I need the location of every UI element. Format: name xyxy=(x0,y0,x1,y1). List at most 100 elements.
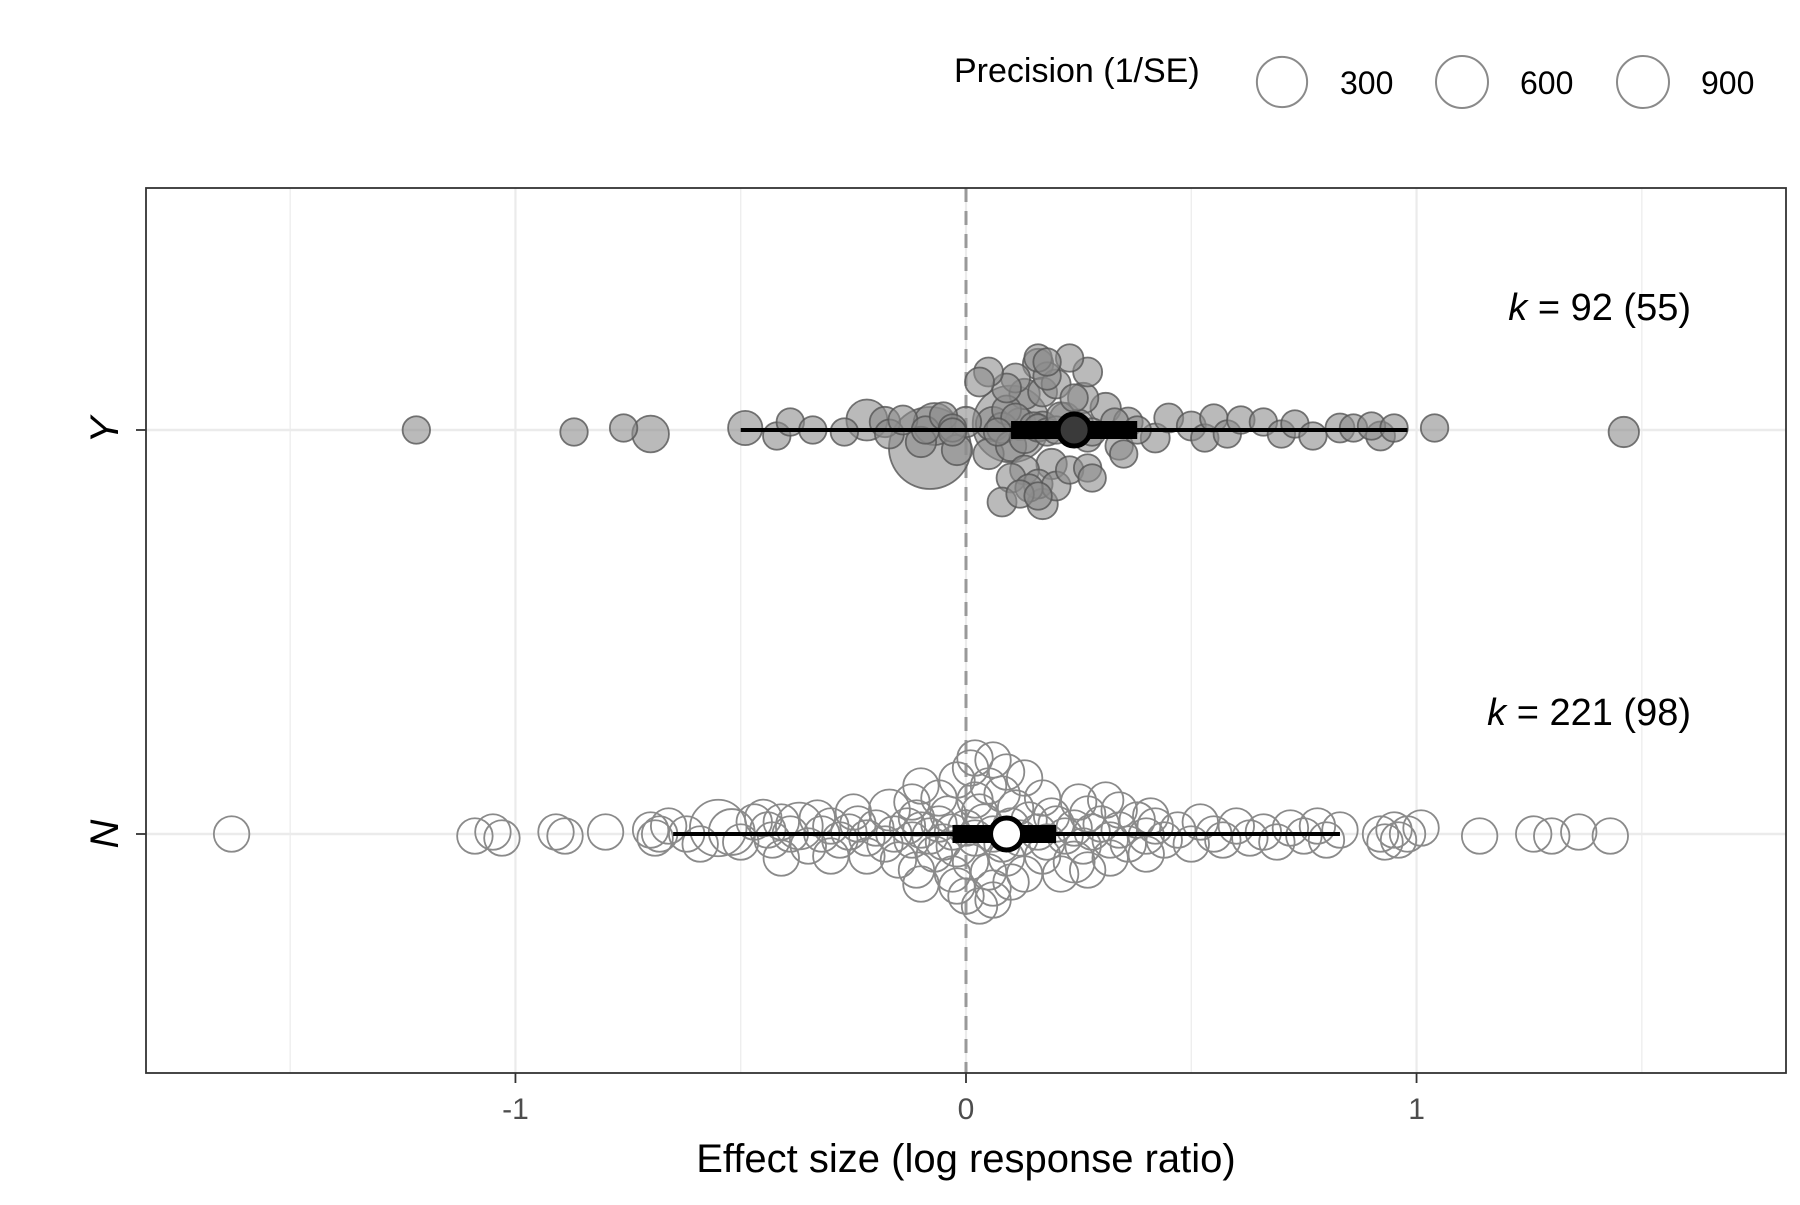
legend-size-key xyxy=(1616,55,1670,109)
effect-size-point xyxy=(947,877,985,915)
effect-size-point xyxy=(812,807,850,845)
effect-size-point xyxy=(798,799,836,837)
point-group-N xyxy=(212,739,1629,925)
k-symbol: k xyxy=(1508,287,1529,329)
effect-size-point xyxy=(1087,781,1125,819)
effect-size-point xyxy=(1100,791,1138,829)
effect-size-point xyxy=(920,805,958,843)
effect-size-point xyxy=(1109,439,1139,469)
effect-size-point xyxy=(1068,851,1107,889)
k-value: = 221 (98) xyxy=(1506,692,1691,734)
effect-size-point xyxy=(1172,825,1210,863)
effect-size-point xyxy=(974,869,1012,907)
x-axis-title: Effect size (log response ratio) xyxy=(696,1137,1236,1181)
k-value: = 92 (55) xyxy=(1527,287,1691,329)
effect-size-point xyxy=(902,767,940,805)
effect-size-point xyxy=(1204,821,1242,859)
effect-size-point xyxy=(586,813,625,851)
effect-size-point xyxy=(456,817,494,855)
effect-size-point xyxy=(964,366,995,398)
effect-size-point xyxy=(483,819,521,857)
effect-size-point xyxy=(1515,815,1553,853)
effect-size-point xyxy=(1258,823,1296,861)
effect-size-point xyxy=(1307,821,1346,859)
effect-size-point xyxy=(974,881,1012,919)
effect-size-point xyxy=(1077,463,1107,493)
effect-size-point xyxy=(1460,817,1499,855)
effect-size-point xyxy=(812,837,850,875)
mean-estimate-N xyxy=(988,815,1026,853)
effect-size-point xyxy=(1059,783,1098,821)
effect-size-point xyxy=(689,798,748,858)
group-labels: k = 92 (55)k = 221 (98) xyxy=(1487,287,1691,734)
effect-size-point xyxy=(956,739,994,777)
summary-estimates xyxy=(673,411,1408,853)
effect-size-point xyxy=(1607,415,1640,449)
effect-size-point xyxy=(789,827,827,865)
k-annotation-N: k = 221 (98) xyxy=(1487,692,1691,734)
legend-size-key xyxy=(1435,55,1489,109)
legend: Precision (1/SE) 300 600 900 xyxy=(954,52,1754,109)
effect-size-point xyxy=(1379,821,1418,859)
effect-size-point xyxy=(848,819,886,857)
effect-size-point xyxy=(974,741,1012,779)
effect-size-point xyxy=(1059,383,1089,413)
legend-size-key xyxy=(1255,55,1309,109)
effect-size-point xyxy=(1136,807,1174,845)
x-tick-label: 0 xyxy=(958,1093,975,1126)
effect-size-point xyxy=(537,813,575,851)
axes: -1 0 1 Y N xyxy=(83,413,1425,1126)
effect-size-point xyxy=(879,841,918,879)
effect-size-point xyxy=(897,851,936,889)
effect-size-point xyxy=(1361,815,1400,853)
legend-label: 300 xyxy=(1340,65,1393,101)
effect-size-point xyxy=(1298,421,1328,451)
effect-size-point xyxy=(1091,839,1129,877)
effect-size-point xyxy=(1127,835,1165,873)
effect-size-point xyxy=(902,865,940,903)
effect-size-point xyxy=(722,823,760,861)
point-group-Y xyxy=(401,343,1640,521)
effect-size-point xyxy=(1533,817,1571,855)
effect-size-point xyxy=(1132,797,1170,835)
effect-size-point xyxy=(1023,481,1053,511)
effect-size-point xyxy=(474,813,512,851)
effect-size-point xyxy=(1055,809,1093,847)
effect-size-point xyxy=(834,793,873,831)
effect-size-point xyxy=(848,837,886,875)
effect-size-point xyxy=(1321,811,1359,849)
effect-size-point xyxy=(951,843,990,881)
effect-size-point xyxy=(636,819,674,857)
effect-size-point xyxy=(559,417,589,447)
effect-size-point xyxy=(1005,759,1044,797)
effect-size-point xyxy=(1159,811,1197,849)
effect-size-point xyxy=(681,825,719,863)
effect-size-point xyxy=(1591,817,1629,855)
effect-size-point xyxy=(631,811,670,849)
effect-size-point xyxy=(762,839,800,877)
k-symbol: k xyxy=(1487,692,1508,734)
effect-size-point xyxy=(951,749,990,787)
effect-size-point xyxy=(1298,807,1337,845)
x-tick-label: 1 xyxy=(1408,1093,1425,1126)
legend-title: Precision (1/SE) xyxy=(954,52,1200,90)
effect-size-point xyxy=(1217,807,1255,845)
effect-size-point xyxy=(631,414,670,454)
effect-size-point xyxy=(1091,821,1129,859)
effect-size-point xyxy=(1419,413,1450,443)
effect-size-point xyxy=(212,815,251,853)
effect-size-point xyxy=(401,415,431,445)
mean-estimate-Y xyxy=(1055,411,1093,449)
x-tick-label: -1 xyxy=(502,1093,529,1126)
effect-size-point xyxy=(649,807,688,845)
k-annotation-Y: k = 92 (55) xyxy=(1508,287,1691,329)
effect-size-point xyxy=(1375,811,1413,849)
effect-size-point xyxy=(1402,809,1440,847)
effect-size-points xyxy=(212,343,1640,925)
effect-size-point xyxy=(1366,823,1404,861)
effect-size-point xyxy=(1271,809,1310,847)
y-tick-label-N: N xyxy=(83,819,127,848)
effect-size-point xyxy=(1041,855,1080,893)
effect-size-point xyxy=(1560,813,1598,851)
